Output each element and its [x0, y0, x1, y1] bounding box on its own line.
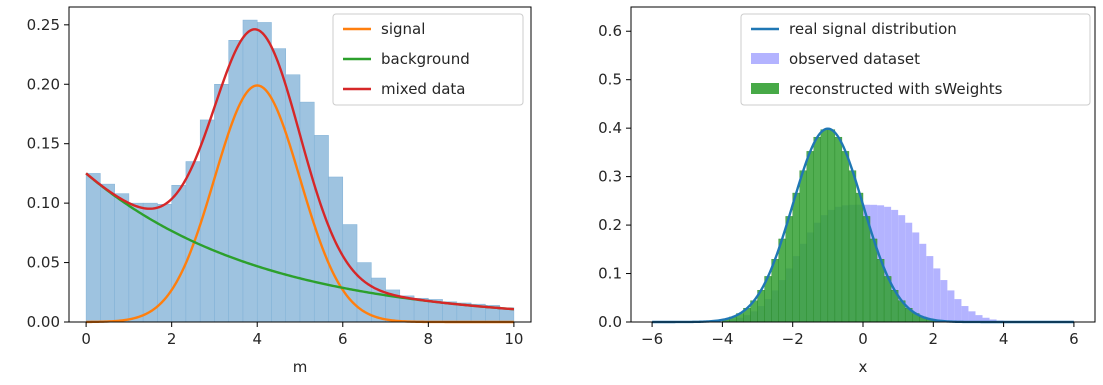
y-tick-label: 0.10 [27, 194, 60, 212]
y-tick-label: 0.2 [598, 216, 622, 234]
legend-label-observed-dataset: observed dataset [789, 50, 920, 68]
observed-dataset-bar [961, 306, 969, 322]
x-tick-label: 4 [252, 330, 262, 348]
y-tick-label: 0.1 [598, 265, 622, 283]
legend-label-background: background [381, 50, 470, 68]
y-tick-label: 0.3 [598, 168, 622, 186]
observed-dataset-bar [982, 317, 990, 322]
observed-dataset-bar [912, 232, 920, 322]
x-tick-label: −6 [641, 330, 663, 348]
reconstructed-bar [848, 170, 857, 323]
observed-dataset-bar [947, 290, 955, 322]
x-tick-label: 6 [338, 330, 348, 348]
legend-label-reconstructed: reconstructed with sWeights [789, 80, 1003, 98]
legend-swatch-observed-dataset [751, 53, 779, 64]
y-tick-label: 0.05 [27, 254, 60, 272]
mixed-data-curve [85, 28, 514, 311]
legend-label-signal: signal [381, 20, 425, 38]
x-tick-label: 0 [81, 330, 91, 348]
histogram-bar [328, 176, 344, 323]
y-tick-label: 0.20 [27, 75, 60, 93]
y-tick-label: 0.00 [27, 313, 60, 331]
reconstructed-bar [869, 238, 878, 323]
reconstructed-bar [841, 151, 850, 323]
x-tick-label: 6 [1069, 330, 1079, 348]
observed-dataset-bar [919, 243, 927, 322]
reconstructed-bar [806, 151, 814, 323]
reconstructed-bar [827, 129, 836, 323]
reconstructed-bar [834, 136, 843, 323]
histogram-bar [114, 193, 130, 323]
histogram-bar [85, 173, 101, 323]
reconstructed-bar [862, 216, 871, 323]
observed-dataset-bar [884, 206, 892, 322]
sweights-reconstruction-chart: −6 −4 −2 0 2 4 6 0.0 0.1 0.2 0.3 0.4 0.5 0.6 x real sig… [598, 6, 1096, 376]
observed-dataset-bar [891, 209, 899, 322]
x-tick-label: −4 [711, 330, 733, 348]
reconstructed-bar [855, 192, 864, 323]
y-tick-label: 0.5 [598, 71, 622, 89]
x-tick-label: 0 [858, 330, 868, 348]
mass-fit-chart: 0 2 4 6 8 10 0.00 0.05 0.10 0.15 0.20 0.25 m signal ba… [27, 6, 532, 376]
y-tick-label: 0.25 [27, 16, 60, 34]
histogram-bar [299, 101, 315, 323]
observed-dataset-bar [898, 215, 906, 322]
y-tick-label: 0.0 [598, 313, 622, 331]
observed-dataset-bar [926, 256, 934, 322]
legend-box [332, 13, 524, 106]
histogram-bar [128, 202, 144, 323]
legend-swatch-reconstructed [751, 83, 779, 94]
x-axis-label: m [293, 358, 308, 376]
histogram-bar [242, 19, 258, 323]
observed-dataset-bar [905, 222, 913, 322]
x-tick-label: 4 [999, 330, 1009, 348]
histogram-bar [271, 48, 287, 323]
reconstructed-bar [785, 216, 793, 323]
x-tick-label: 8 [424, 330, 434, 348]
y-tick-label: 0.4 [598, 119, 622, 137]
reconstructed-bar [778, 238, 786, 323]
reconstructed-bar [820, 129, 829, 323]
histogram-bar [100, 183, 115, 323]
histogram-bar [256, 22, 272, 323]
y-tick-label: 0.6 [598, 22, 622, 40]
legend-label-real-signal: real signal distribution [789, 20, 957, 38]
reconstructed-bar [813, 136, 822, 323]
x-tick-label: 10 [504, 330, 523, 348]
observed-dataset-bar [975, 315, 983, 322]
x-tick-label: 2 [167, 330, 177, 348]
histogram-bar [228, 40, 244, 323]
plot-frame [68, 6, 532, 323]
x-tick-label: −2 [782, 330, 804, 348]
observed-dataset-bar [933, 268, 941, 322]
y-tick-label: 0.15 [27, 135, 60, 153]
x-axis-label: x [859, 358, 868, 376]
observed-dataset-bar [940, 280, 948, 322]
legend-box [740, 13, 1091, 106]
legend-label-mixed-data: mixed data [381, 80, 466, 98]
x-tick-label: 2 [929, 330, 939, 348]
histogram-bar [214, 84, 229, 323]
reconstructed-bar [792, 192, 800, 323]
histogram-bar [171, 185, 187, 323]
observed-dataset-bar [989, 319, 997, 322]
observed-dataset-bar [968, 311, 976, 322]
reconstructed-bar [799, 170, 807, 323]
observed-dataset-bar [954, 299, 962, 322]
